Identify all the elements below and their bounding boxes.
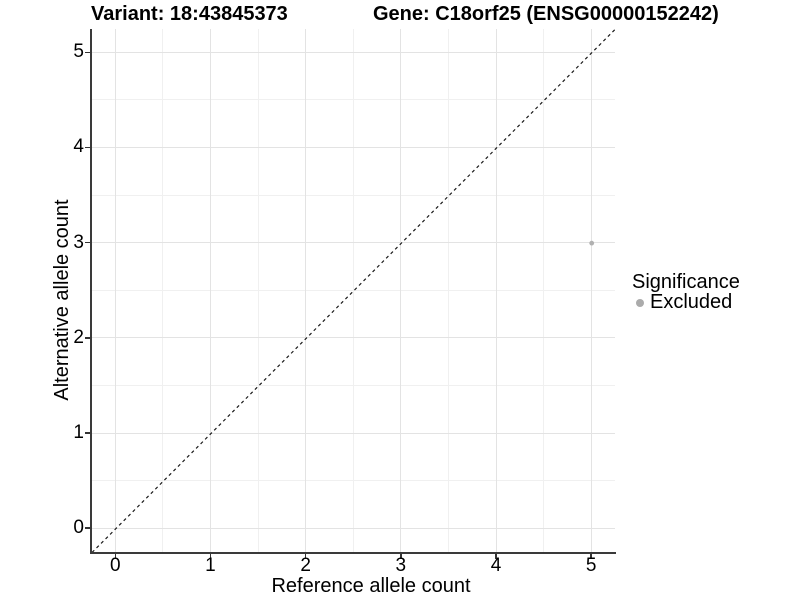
plot-data-layer bbox=[91, 28, 615, 552]
y-axis-title: Alternative allele count bbox=[51, 199, 73, 401]
gridline bbox=[91, 242, 615, 244]
y-tick-mark bbox=[84, 337, 90, 339]
y-axis-line bbox=[90, 28, 92, 554]
legend: Significance Excluded bbox=[632, 271, 740, 313]
gridline bbox=[91, 289, 615, 291]
x-axis-title: Reference allele count bbox=[271, 575, 471, 597]
x-tick-label: 1 bbox=[205, 555, 216, 576]
gridline bbox=[91, 99, 615, 101]
gridline bbox=[91, 337, 615, 339]
x-tick-mark bbox=[590, 553, 592, 559]
data-point bbox=[588, 240, 594, 246]
x-tick-label: 4 bbox=[490, 555, 502, 576]
y-tick-mark bbox=[84, 241, 90, 244]
x-tick-label: 0 bbox=[109, 555, 121, 576]
plot-title-gene: Gene: C18orf25 (ENSG00000152242) bbox=[373, 3, 719, 25]
legend-entry-excluded: Excluded bbox=[632, 291, 740, 313]
identity-dashed-line bbox=[91, 28, 615, 552]
plot-title-variant: Variant: 18:43845373 bbox=[91, 3, 288, 25]
gridline bbox=[91, 384, 615, 386]
x-axis-line bbox=[90, 552, 616, 554]
gridline bbox=[91, 432, 615, 434]
x-tick-mark bbox=[400, 553, 402, 559]
y-tick-mark bbox=[84, 432, 90, 434]
y-tick-label: 4 bbox=[73, 136, 84, 158]
x-tick-mark bbox=[114, 553, 117, 559]
plot-panel bbox=[91, 28, 615, 552]
legend-entry-label: Excluded bbox=[650, 291, 733, 313]
y-tick-label: 5 bbox=[73, 41, 84, 63]
y-tick-label: 0 bbox=[73, 517, 84, 539]
y-tick-mark bbox=[84, 51, 90, 54]
legend-key-dot-icon bbox=[636, 298, 644, 307]
x-tick-label: 2 bbox=[300, 555, 311, 576]
gridline bbox=[91, 527, 615, 529]
gridline bbox=[209, 28, 211, 552]
gridline bbox=[91, 146, 615, 148]
y-tick-label: 2 bbox=[73, 326, 84, 348]
gridline bbox=[590, 28, 592, 552]
x-tick-label: 3 bbox=[395, 555, 407, 576]
gridline bbox=[91, 51, 615, 53]
x-tick-mark bbox=[304, 553, 307, 559]
gridline bbox=[495, 28, 497, 552]
gridline bbox=[114, 28, 116, 552]
gridline bbox=[305, 28, 307, 552]
x-tick-mark bbox=[495, 553, 497, 559]
y-tick-label: 1 bbox=[73, 422, 84, 444]
gridline bbox=[400, 28, 402, 552]
gridline bbox=[91, 194, 615, 196]
x-tick-mark bbox=[209, 553, 212, 559]
y-tick-mark bbox=[84, 146, 90, 149]
legend-title: Significance bbox=[632, 271, 740, 293]
x-tick-label: 5 bbox=[585, 555, 597, 576]
y-tick-label: 3 bbox=[73, 231, 84, 253]
y-tick-mark bbox=[84, 527, 90, 529]
gridline bbox=[91, 480, 615, 482]
